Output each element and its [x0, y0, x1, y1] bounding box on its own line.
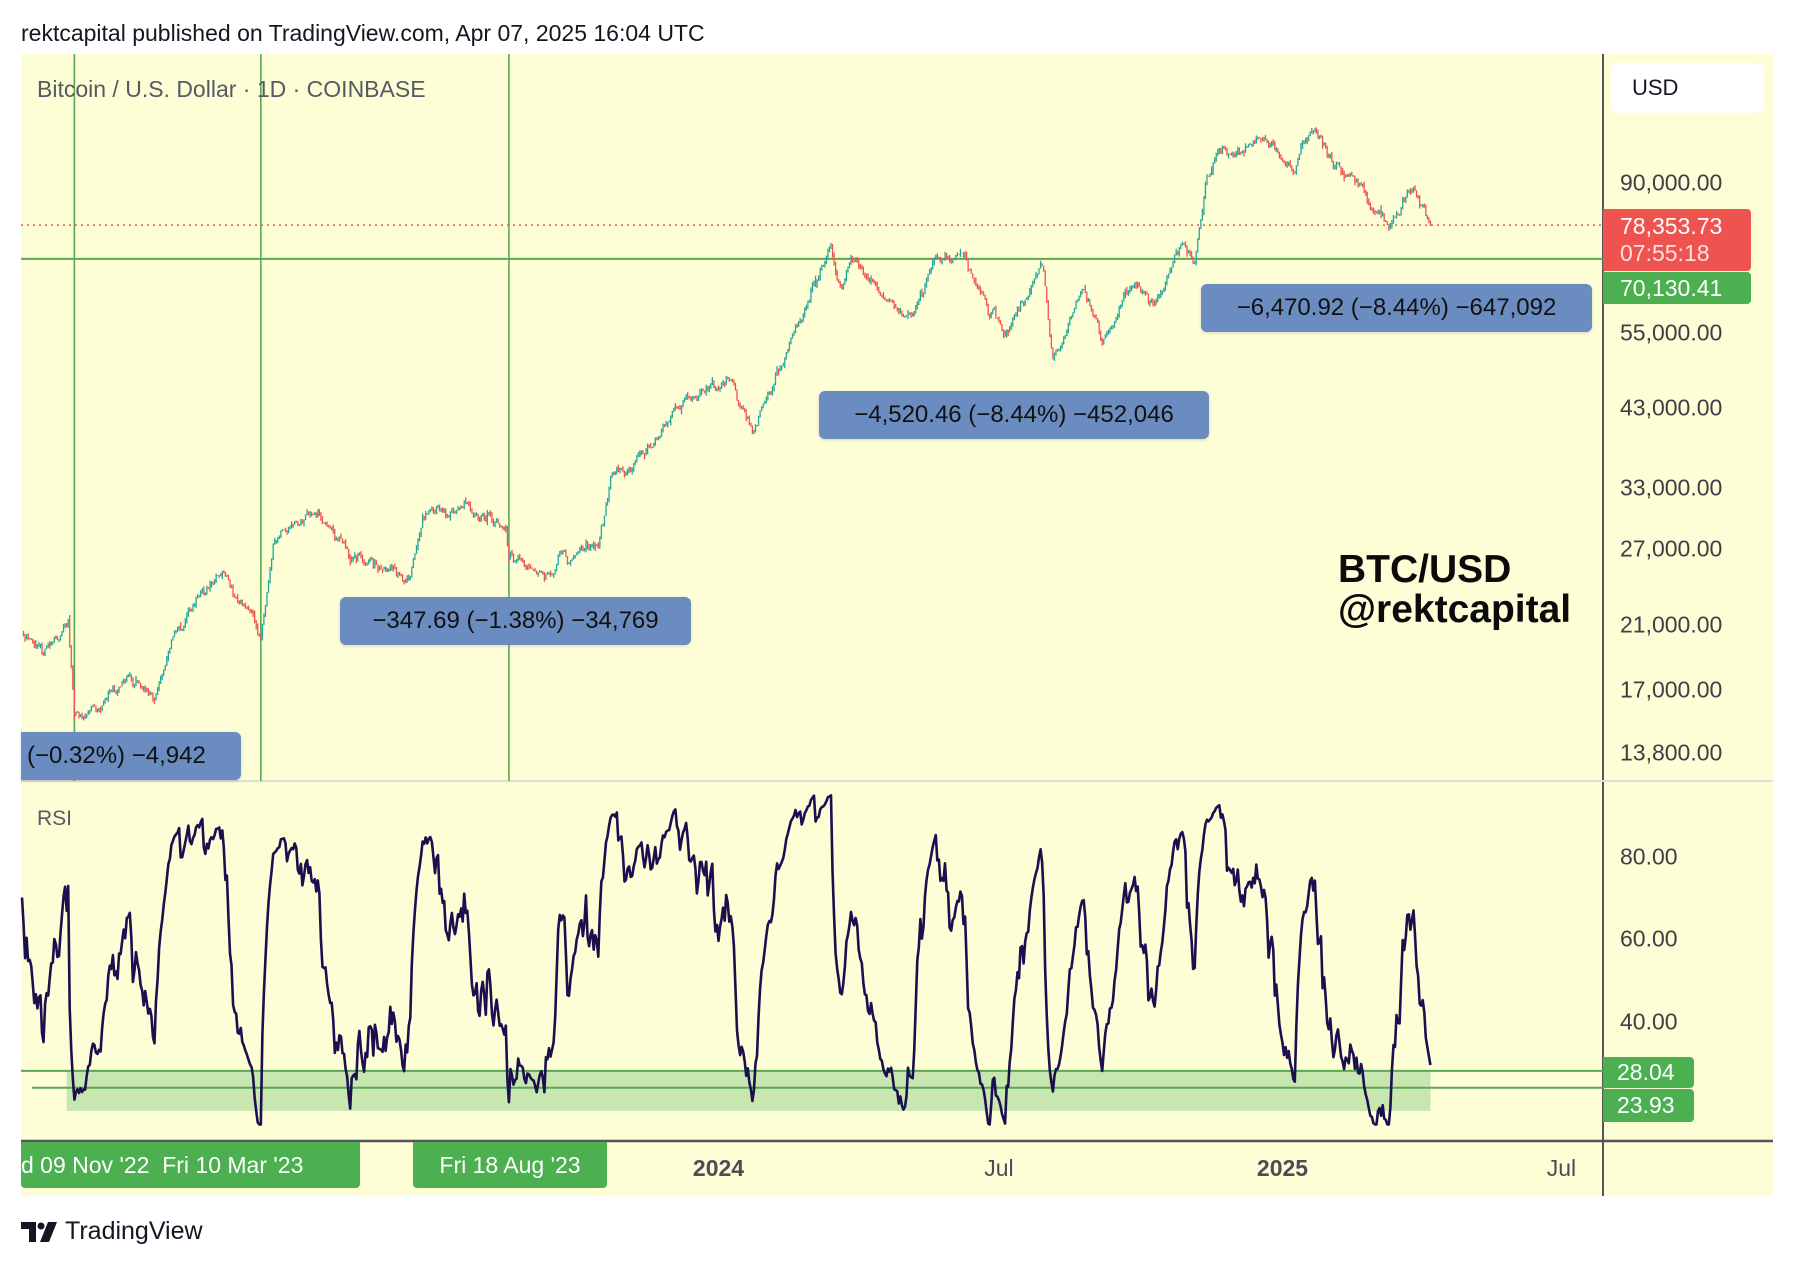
- last-price-label: 78,353.73 07:55:18: [1603, 209, 1751, 271]
- rsi-tick-label: 80.00: [1620, 843, 1678, 870]
- time-tick-label: 2025: [1256, 1155, 1309, 1181]
- price-tick-label: 13,800.00: [1620, 739, 1723, 766]
- bar-countdown: 07:55:18: [1620, 240, 1710, 266]
- time-marker-label-aug: Fri 18 Aug '23: [413, 1142, 607, 1188]
- measure-label-1[interactable]: (−0.32%) −4,942: [21, 732, 241, 780]
- time-marker-label-nov-mar: d 09 Nov '22 Fri 10 Mar '23: [21, 1142, 360, 1188]
- price-tick-label: 90,000.00: [1620, 169, 1723, 196]
- rsi-level-label-upper: 28.04: [1603, 1057, 1694, 1088]
- publish-info: rektcapital published on TradingView.com…: [21, 20, 705, 46]
- price-tick-label: 27,000.00: [1620, 535, 1723, 562]
- rsi-tick-label: 40.00: [1620, 1008, 1678, 1035]
- measure-label-4[interactable]: −6,470.92 (−8.44%) −647,092: [1201, 284, 1592, 332]
- tradingview-logo-icon: [21, 1221, 57, 1242]
- symbol-legend[interactable]: Bitcoin / U.S. Dollar · 1D · COINBASE: [37, 76, 426, 102]
- time-tick-label: 2024: [692, 1155, 745, 1181]
- price-tick-label: 33,000.00: [1620, 474, 1723, 501]
- measure-label-2[interactable]: −347.69 (−1.38%) −34,769: [340, 597, 691, 645]
- tradingview-logo[interactable]: TradingView: [21, 1217, 203, 1246]
- rsi-tick-label: 60.00: [1620, 925, 1678, 952]
- rsi-level-label-lower: 23.93: [1603, 1089, 1694, 1122]
- rsi-line: [20, 794, 1432, 1126]
- measure-label-3[interactable]: −4,520.46 (−8.44%) −452,046: [819, 391, 1209, 439]
- watermark-author: @rektcapital: [1338, 588, 1572, 631]
- price-tick-label: 21,000.00: [1620, 611, 1723, 638]
- last-price-value: 78,353.73: [1620, 213, 1723, 239]
- price-tick-label: 43,000.00: [1620, 394, 1723, 421]
- price-tick-label: 55,000.00: [1620, 319, 1723, 346]
- time-tick-label: Jul: [1546, 1155, 1577, 1181]
- price-tick-label: 17,000.00: [1620, 676, 1723, 703]
- level-price-label: 70,130.41: [1603, 272, 1751, 304]
- currency-button[interactable]: USD: [1611, 63, 1764, 113]
- chart-panel[interactable]: [21, 54, 1773, 1196]
- time-tick-label: Jul: [984, 1155, 1014, 1181]
- watermark-symbol: BTC/USD: [1338, 548, 1512, 591]
- tradingview-wordmark: TradingView: [65, 1217, 203, 1245]
- candles: [22, 127, 1432, 721]
- rsi-legend[interactable]: RSI: [37, 807, 73, 830]
